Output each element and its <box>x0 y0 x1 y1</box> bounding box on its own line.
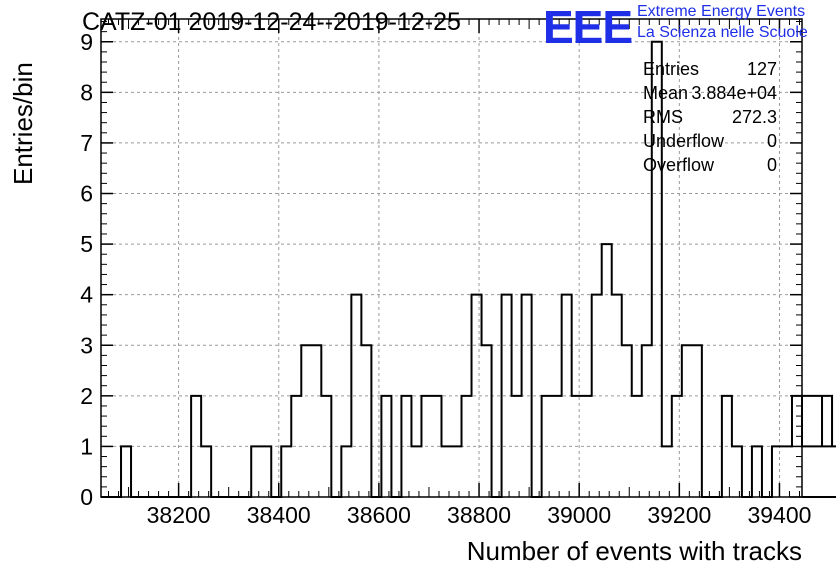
histogram-bin <box>381 396 391 497</box>
histogram-bin <box>341 446 351 497</box>
stat-rms-value: 272.3 <box>731 107 777 127</box>
axes <box>100 18 803 498</box>
histogram-bin <box>772 446 782 497</box>
x-tick-label: 39400 <box>747 502 811 528</box>
histogram-bin <box>552 396 562 497</box>
histogram-bin <box>612 295 622 497</box>
histogram-bin <box>572 396 582 497</box>
stats-box: Entries 127 Mean 3.884e+04 RMS 272.3 Und… <box>639 59 781 179</box>
histogram-bin <box>361 345 371 497</box>
histogram-bin <box>351 295 361 497</box>
histogram-bin <box>452 446 462 497</box>
y-tick-label: 3 <box>80 332 93 358</box>
y-tick-label: 7 <box>80 130 93 156</box>
histogram-bin <box>542 396 552 497</box>
x-tick-label: 38600 <box>347 502 411 528</box>
x-axis-label: Number of events with tracks <box>466 536 802 566</box>
stat-rms-label: RMS <box>643 107 683 127</box>
histogram-bin <box>321 396 331 497</box>
eee-logo: EEE <box>543 1 633 53</box>
histogram-bin <box>462 396 472 497</box>
x-tick-label: 39000 <box>547 502 611 528</box>
stat-overflow: Overflow 0 <box>639 155 781 179</box>
histogram-bars <box>101 40 836 498</box>
x-tick-label: 38400 <box>247 502 311 528</box>
y-tick-label: 8 <box>80 79 93 105</box>
histogram-bin <box>502 295 512 497</box>
histogram-bin <box>201 446 211 497</box>
stat-underflow-value: 0 <box>766 131 777 151</box>
histogram-bin <box>251 446 261 497</box>
histogram-bin <box>421 396 431 497</box>
stat-underflow: Underflow 0 <box>639 131 781 155</box>
histogram-bin <box>642 345 652 497</box>
stat-rms: RMS 272.3 <box>639 107 781 131</box>
logo-line-1: Extreme Energy Events <box>637 3 806 20</box>
histogram-bin <box>782 446 792 497</box>
histogram-bin <box>121 446 131 497</box>
histogram-bin <box>632 396 642 497</box>
histogram-bin <box>411 446 421 497</box>
stat-mean-label: Mean <box>643 83 689 103</box>
histogram-bin <box>301 345 311 497</box>
plot-frame <box>100 18 803 498</box>
histogram-bin <box>512 396 522 497</box>
histogram-bin <box>291 396 301 497</box>
histogram-bin <box>722 396 732 497</box>
stat-overflow-label: Overflow <box>643 155 715 175</box>
histogram-outline <box>101 40 836 498</box>
logo-line-2: La Scienza nelle Scuole <box>637 24 808 41</box>
stat-underflow-label: Underflow <box>643 131 725 151</box>
histogram-bin <box>622 345 632 497</box>
y-tick-label: 9 <box>80 29 93 55</box>
histogram-bin <box>191 396 201 497</box>
histogram-bin <box>281 446 291 497</box>
histogram-bin <box>311 345 321 497</box>
stat-entries-value: 127 <box>746 59 777 79</box>
histogram-bin <box>472 295 482 497</box>
y-tick-label: 0 <box>80 484 93 510</box>
histogram-bin <box>522 295 532 497</box>
chart-title: CATZ-01 2019-12-24--2019-12-25 <box>82 8 461 36</box>
y-tick-label: 2 <box>80 383 93 409</box>
x-tick-label: 38800 <box>447 502 511 528</box>
stat-mean: Mean 3.884e+04 <box>639 83 781 107</box>
histogram-bin <box>692 345 702 497</box>
histogram-bin <box>592 295 602 497</box>
histogram-bin <box>562 295 572 497</box>
histogram-bin <box>732 446 742 497</box>
histogram-bin <box>582 396 592 497</box>
stat-entries: Entries 127 <box>639 59 781 83</box>
stat-mean-value: 3.884e+04 <box>691 83 777 103</box>
histogram-bin <box>602 244 612 497</box>
histogram-bin <box>482 345 492 497</box>
histogram-bin <box>682 345 692 497</box>
histogram-bin <box>261 446 271 497</box>
histogram-bin <box>672 396 682 497</box>
tick-labels: 0 1 2 3 4 5 6 7 8 9 38200 38400 38600 38800 39000 39200… <box>80 29 811 528</box>
x-tick-label: 39200 <box>647 502 711 528</box>
stat-entries-label: Entries <box>643 59 700 79</box>
histogram-bin <box>401 396 411 497</box>
histogram-bin <box>752 446 762 497</box>
histogram-bin <box>662 446 672 497</box>
y-axis-label: Entries/bin <box>8 62 38 185</box>
stat-overflow-value: 0 <box>766 155 777 175</box>
histogram-bin <box>441 446 451 497</box>
x-tick-label: 38200 <box>147 502 211 528</box>
histogram-bin <box>431 396 441 497</box>
y-tick-label: 5 <box>80 231 93 257</box>
y-tick-label: 6 <box>80 181 93 207</box>
y-tick-label: 4 <box>80 282 93 308</box>
y-tick-label: 1 <box>80 433 93 459</box>
